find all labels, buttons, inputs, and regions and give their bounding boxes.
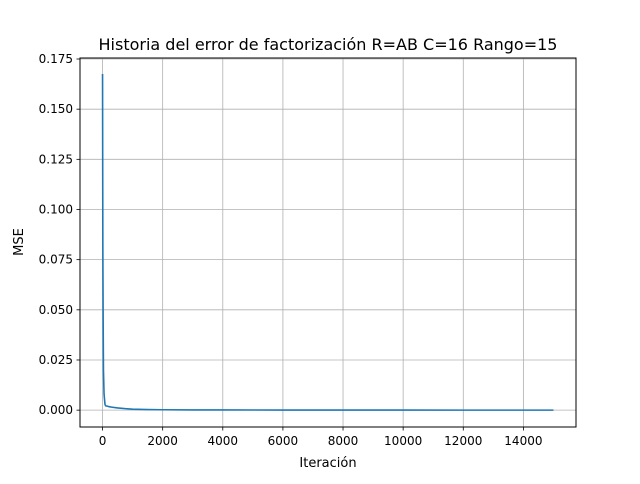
chart-title: Historia del error de factorización R=AB… [99,35,558,54]
y-tick-label: 0.150 [39,102,73,116]
x-tick-label: 0 [99,434,107,448]
x-tick-label: 8000 [328,434,359,448]
y-axis-label: MSE [12,228,27,256]
x-tick-label: 14000 [504,434,542,448]
y-tick-label: 0.125 [39,152,73,166]
y-axis-ticks: 0.000 0.025 0.050 0.075 0.100 0.125 0.150 0.175 [39,52,80,417]
series-layer [101,74,554,411]
x-tick-label: 6000 [268,434,299,448]
x-tick-label: 2000 [147,434,178,448]
y-tick-label: 0.000 [39,403,73,417]
y-tick-label: 0.100 [39,202,73,216]
grid [80,58,576,427]
y-tick-label: 0.050 [39,303,73,317]
y-tick-label: 0.075 [39,253,73,267]
x-tick-label: 10000 [384,434,422,448]
y-tick-label: 0.025 [39,353,73,367]
x-tick-label: 4000 [208,434,239,448]
x-axis-label: Iteración [299,456,356,471]
x-tick-label: 12000 [444,434,482,448]
mse-series-line [101,74,554,411]
axes-frame [79,57,577,428]
y-tick-label: 0.175 [39,52,73,66]
x-axis-ticks: 0 2000 4000 6000 8000 10000 12000 14000 [99,427,542,448]
